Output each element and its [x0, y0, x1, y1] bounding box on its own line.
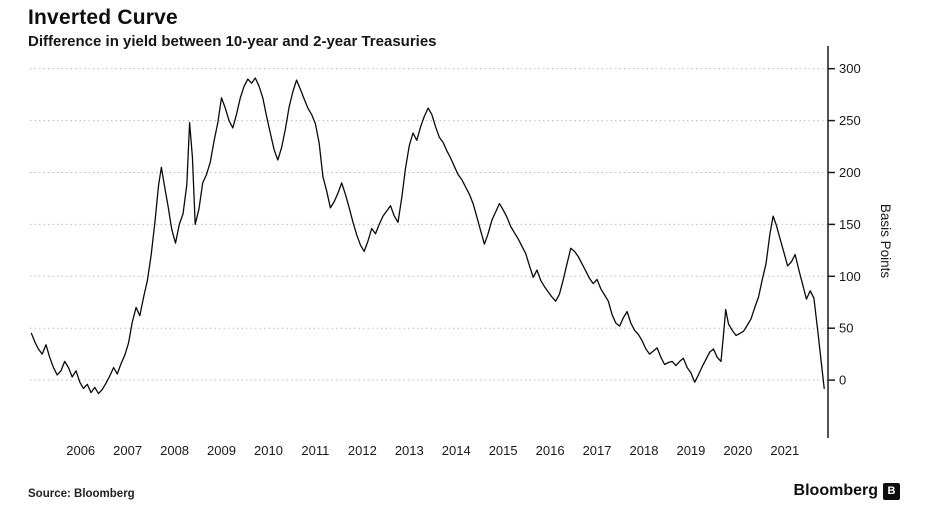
y-tick-label: 250: [839, 113, 861, 128]
x-tick-label: 2006: [66, 443, 95, 458]
x-tick-label: 2019: [676, 443, 705, 458]
y-tick-label: 0: [839, 373, 846, 388]
spread-line: [30, 77, 825, 395]
x-tick-label: 2021: [770, 443, 799, 458]
x-tick-label: 2007: [113, 443, 142, 458]
y-tick-label: 50: [839, 321, 853, 336]
y-axis-title: Basis Points: [878, 204, 893, 279]
bloomberg-logo-icon: B: [883, 482, 900, 500]
x-tick-label: 2010: [254, 443, 283, 458]
brand-wordmark: Bloomberg: [793, 482, 878, 499]
y-tick-label: 100: [839, 269, 861, 284]
chart-title: Inverted Curve: [28, 6, 178, 29]
x-tick-label: 2009: [207, 443, 236, 458]
y-tick-label: 200: [839, 165, 861, 180]
source-label: Source: Bloomberg: [28, 488, 135, 500]
y-tick-label: 150: [839, 217, 861, 232]
y-tick-label: 300: [839, 61, 861, 76]
x-tick-label: 2018: [630, 443, 659, 458]
x-tick-label: 2014: [442, 443, 471, 458]
x-tick-label: 2012: [348, 443, 377, 458]
x-tick-label: 2020: [723, 443, 752, 458]
x-tick-label: 2017: [583, 443, 612, 458]
x-tick-label: 2016: [536, 443, 565, 458]
x-tick-label: 2008: [160, 443, 189, 458]
chart-subtitle: Difference in yield between 10-year and …: [28, 33, 437, 51]
x-tick-label: 2013: [395, 443, 424, 458]
chart-header: Inverted Curve Difference in yield betwe…: [28, 6, 437, 50]
chart-footer: Source: Bloomberg Bloomberg B: [0, 482, 926, 500]
brand: Bloomberg B: [794, 482, 900, 500]
x-tick-label: 2015: [489, 443, 518, 458]
x-tick-label: 2011: [301, 443, 329, 458]
